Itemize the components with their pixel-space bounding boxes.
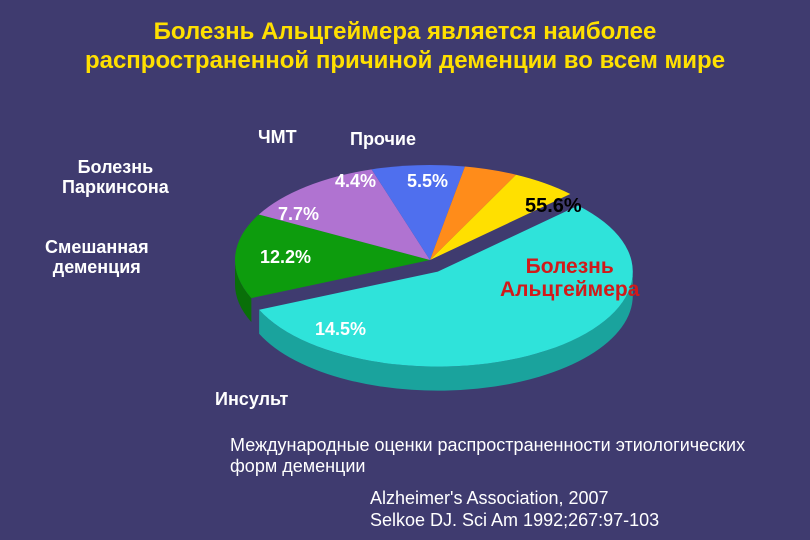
caption-line1: Международные оценки распространенности … <box>230 435 770 477</box>
name-parkinson: Болезнь Паркинсона <box>62 158 169 198</box>
name-tbi: ЧМТ <box>258 128 297 148</box>
caption-line2: Alzheimer's Association, 2007 <box>370 488 609 509</box>
page-title: Болезнь Альцгеймера является наиболее ра… <box>0 6 810 76</box>
name-alzheimer: Болезнь Альцгеймера <box>500 255 639 301</box>
caption-line3: Selkoe DJ. Sci Am 1992;267:97-103 <box>370 510 659 531</box>
pct-stroke: 14.5% <box>315 320 366 340</box>
pct-alzheimer: 55.6% <box>525 195 582 217</box>
pct-tbi: 4.4% <box>335 172 376 192</box>
name-other: Прочие <box>350 130 416 150</box>
pct-mixed: 12.2% <box>260 248 311 268</box>
pct-other: 5.5% <box>407 172 448 192</box>
pct-parkinson: 7.7% <box>278 205 319 225</box>
name-stroke: Инсульт <box>215 390 288 410</box>
name-mixed: Смешанная деменция <box>45 238 149 278</box>
